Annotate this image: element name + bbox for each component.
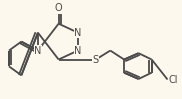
Text: O: O (55, 3, 62, 13)
Text: N: N (34, 46, 42, 56)
Text: N: N (74, 46, 82, 56)
Text: N: N (74, 28, 82, 38)
Text: Cl: Cl (168, 75, 178, 85)
Text: S: S (93, 55, 99, 65)
